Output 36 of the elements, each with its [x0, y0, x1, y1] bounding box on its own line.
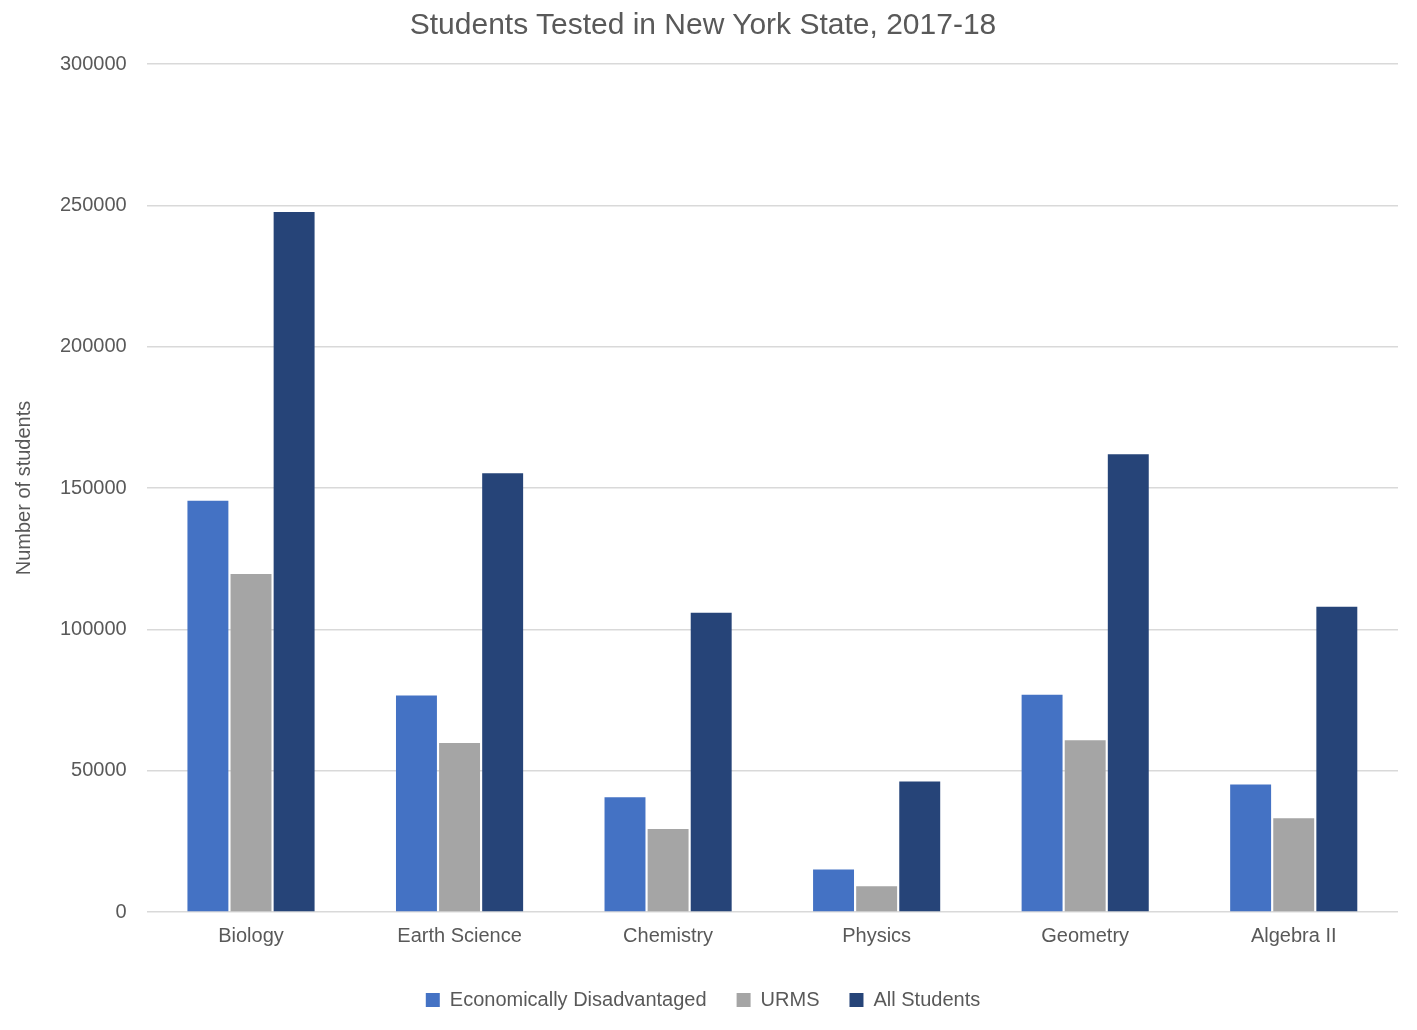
bar	[813, 869, 855, 912]
bar	[395, 695, 437, 912]
x-tick-label: Algebra II	[1250, 923, 1337, 946]
x-tick-label: Physics	[842, 923, 912, 946]
x-tick-label: Geometry	[1041, 923, 1130, 946]
x-tick-label: Chemistry	[623, 923, 714, 946]
bar	[1316, 606, 1358, 912]
y-tick-label: 200000	[59, 334, 127, 357]
bar	[439, 742, 481, 912]
x-tick-label: Earth Science	[397, 923, 522, 946]
bar	[1021, 694, 1063, 912]
bar	[1107, 454, 1149, 912]
legend-label: URMS	[760, 987, 820, 1010]
x-tick-label: Biology	[218, 923, 284, 946]
bar	[273, 212, 315, 912]
y-tick-label: 150000	[59, 475, 127, 498]
y-tick-label: 100000	[59, 616, 127, 639]
bar	[1273, 818, 1315, 912]
bar	[690, 612, 732, 912]
y-tick-label: 0	[115, 899, 127, 922]
bar	[647, 828, 689, 912]
chart-title: Students Tested in New York State, 2017-18	[409, 7, 997, 41]
y-tick-label: 300000	[59, 51, 127, 74]
legend-label: Economically Disadvantaged	[449, 987, 707, 1010]
bar	[899, 781, 941, 912]
bar	[187, 500, 229, 912]
bar	[856, 886, 898, 912]
bar	[1230, 784, 1272, 912]
y-tick-label: 250000	[59, 192, 127, 215]
legend-label: All Students	[873, 987, 981, 1010]
bar	[482, 473, 524, 912]
y-axis-title: Number of students	[11, 400, 34, 576]
bar	[1064, 740, 1106, 912]
bar	[604, 797, 646, 912]
bar	[230, 573, 272, 912]
y-tick-label: 50000	[71, 758, 127, 781]
